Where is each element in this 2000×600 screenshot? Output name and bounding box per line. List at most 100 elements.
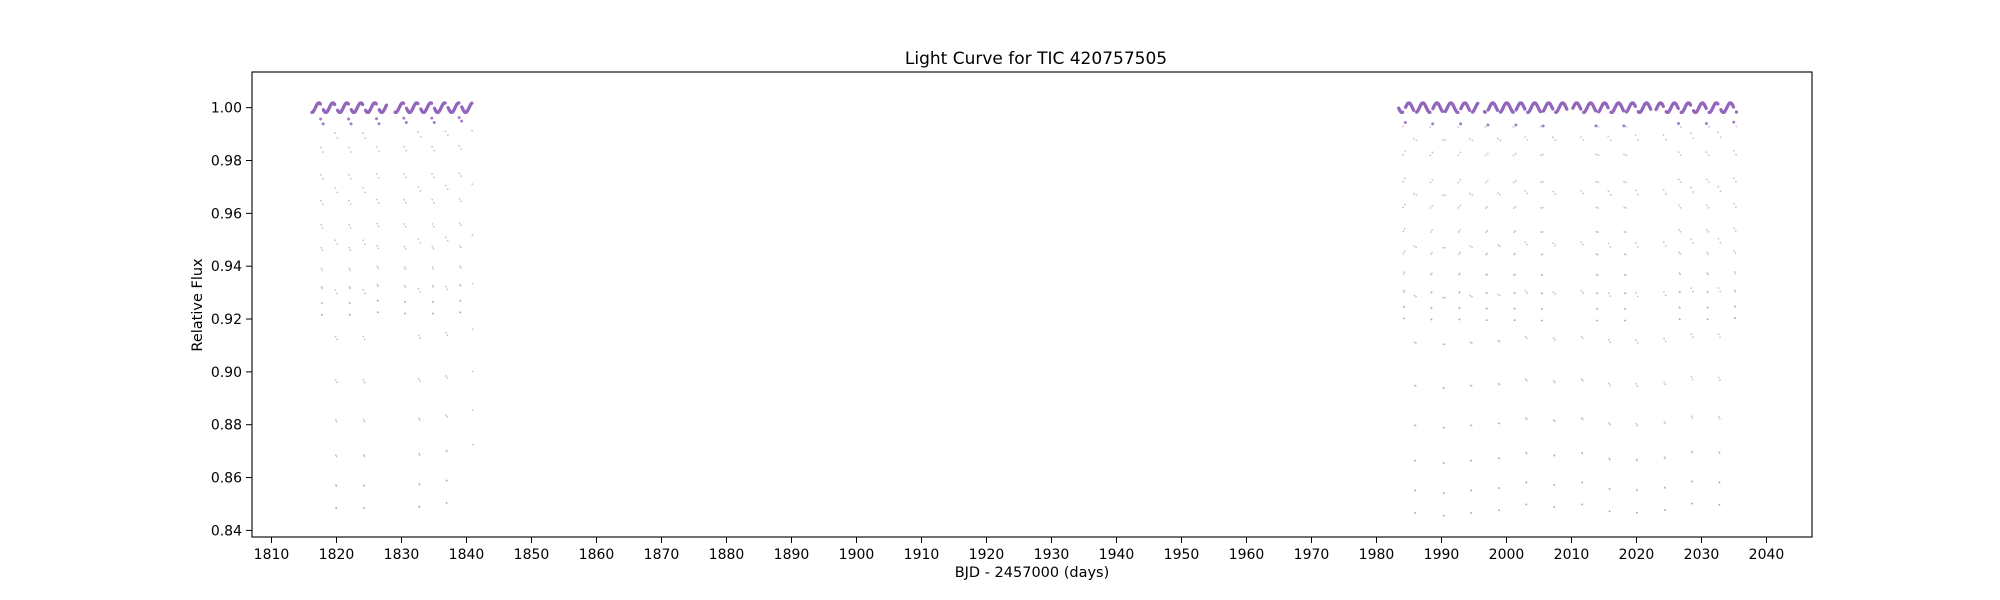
data-point bbox=[419, 337, 421, 340]
data-point bbox=[1457, 126, 1460, 128]
data-point bbox=[1734, 290, 1737, 293]
data-point bbox=[1403, 227, 1406, 230]
data-point bbox=[458, 172, 461, 175]
data-point bbox=[1431, 151, 1434, 154]
data-point bbox=[1498, 383, 1501, 386]
data-point bbox=[362, 187, 364, 189]
data-point bbox=[1541, 307, 1544, 310]
data-point bbox=[376, 283, 379, 286]
data-point bbox=[1676, 107, 1680, 111]
data-point bbox=[1635, 488, 1638, 491]
data-point bbox=[1526, 192, 1529, 195]
x-tick-label: 1970 bbox=[1294, 547, 1330, 563]
data-point bbox=[377, 202, 380, 204]
y-tick-label: 0.92 bbox=[211, 312, 242, 328]
data-point bbox=[1412, 108, 1416, 112]
data-point bbox=[363, 507, 365, 509]
data-point bbox=[1718, 481, 1721, 483]
data-point bbox=[1442, 492, 1445, 495]
data-point bbox=[1471, 194, 1474, 197]
data-point bbox=[1498, 509, 1500, 512]
data-point bbox=[1595, 206, 1598, 209]
x-tick-label: 1870 bbox=[644, 547, 680, 563]
data-point bbox=[444, 184, 447, 187]
data-point bbox=[1597, 207, 1599, 209]
data-point bbox=[471, 370, 474, 373]
data-point bbox=[1594, 124, 1598, 128]
data-point bbox=[1582, 192, 1585, 195]
data-point bbox=[1596, 253, 1599, 256]
data-point bbox=[1429, 207, 1432, 209]
data-point bbox=[363, 381, 366, 384]
data-point bbox=[460, 175, 463, 177]
data-point bbox=[1553, 506, 1556, 508]
data-point bbox=[1498, 340, 1501, 343]
data-point bbox=[1553, 420, 1556, 423]
data-point bbox=[459, 299, 462, 302]
data-point bbox=[1679, 253, 1682, 255]
data-point bbox=[1524, 290, 1527, 292]
data-point bbox=[1734, 272, 1737, 275]
data-point bbox=[1540, 181, 1542, 184]
data-point bbox=[1442, 426, 1445, 429]
data-point bbox=[1497, 293, 1500, 296]
data-point bbox=[1635, 511, 1638, 514]
data-point bbox=[1470, 511, 1472, 514]
data-point bbox=[1690, 480, 1693, 482]
data-point bbox=[1678, 228, 1680, 231]
data-point bbox=[1624, 231, 1627, 234]
data-point bbox=[431, 266, 434, 269]
data-point bbox=[446, 288, 449, 291]
data-point bbox=[1414, 489, 1417, 492]
data-point bbox=[321, 314, 323, 316]
data-point bbox=[1542, 153, 1544, 156]
data-point bbox=[1608, 488, 1611, 491]
data-point bbox=[1597, 154, 1600, 157]
data-point bbox=[1581, 452, 1584, 455]
data-point bbox=[1664, 245, 1667, 247]
data-point bbox=[1497, 339, 1500, 342]
data-point bbox=[1661, 105, 1665, 108]
data-point bbox=[349, 287, 352, 290]
data-point bbox=[433, 149, 436, 152]
data-point bbox=[347, 146, 350, 149]
data-point bbox=[404, 312, 406, 315]
data-point bbox=[1552, 380, 1555, 382]
data-point bbox=[1623, 230, 1626, 233]
data-point bbox=[376, 198, 378, 201]
data-point bbox=[417, 377, 420, 380]
data-point bbox=[1580, 136, 1582, 139]
data-point bbox=[1498, 457, 1501, 460]
data-point bbox=[1691, 417, 1694, 420]
data-point bbox=[1607, 292, 1610, 295]
data-point bbox=[1430, 307, 1433, 309]
data-point bbox=[1705, 151, 1708, 154]
data-point bbox=[349, 227, 352, 229]
data-point bbox=[1734, 252, 1737, 255]
data-point bbox=[1540, 274, 1543, 277]
data-point bbox=[432, 312, 434, 315]
data-point bbox=[1525, 452, 1528, 455]
data-point bbox=[1609, 384, 1612, 387]
data-point bbox=[321, 227, 324, 229]
data-point bbox=[1430, 290, 1433, 293]
data-point bbox=[1499, 245, 1501, 248]
data-point bbox=[1525, 503, 1528, 506]
data-point bbox=[1580, 241, 1583, 244]
data-point bbox=[1526, 139, 1529, 141]
data-point bbox=[1458, 291, 1460, 294]
data-point bbox=[348, 314, 351, 316]
data-point bbox=[1719, 136, 1722, 139]
data-point bbox=[1525, 481, 1528, 484]
data-point bbox=[403, 145, 405, 148]
data-point bbox=[1539, 154, 1542, 156]
data-point bbox=[1635, 511, 1638, 514]
data-point bbox=[1484, 181, 1487, 184]
data-point bbox=[1483, 110, 1487, 114]
data-point bbox=[321, 177, 324, 180]
data-point bbox=[1636, 295, 1639, 298]
data-point bbox=[1413, 341, 1416, 344]
data-point bbox=[1513, 307, 1516, 310]
data-point bbox=[402, 116, 406, 120]
